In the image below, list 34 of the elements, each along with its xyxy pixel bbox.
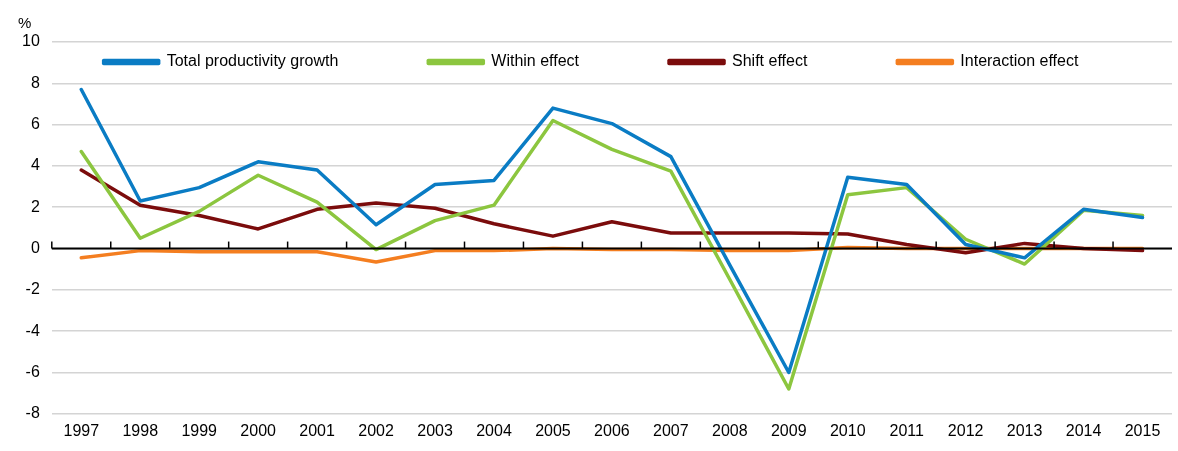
x-tick-label: 2006 (594, 421, 630, 439)
x-tick-label: 1999 (181, 421, 218, 439)
x-tick-label: 2000 (240, 421, 277, 439)
x-tick-label: 2010 (829, 421, 866, 439)
y-tick-label: -8 (25, 404, 40, 422)
x-tick-label: 2013 (1006, 421, 1043, 439)
x-tick-label: 2015 (1124, 421, 1161, 439)
y-tick-label: 10 (22, 32, 40, 50)
y-tick-label: -6 (25, 362, 40, 380)
x-tick-label: 2005 (535, 421, 571, 439)
x-tick-label: 1997 (63, 421, 100, 439)
legend-label: Within effect (491, 52, 580, 70)
legend-label: Total productivity growth (166, 52, 339, 70)
x-tick-label: 2008 (712, 421, 748, 439)
x-tick-label: 2003 (417, 421, 453, 439)
y-tick-label: 6 (30, 115, 40, 133)
y-tick-label: -4 (25, 321, 40, 339)
x-tick-label: 2014 (1065, 421, 1102, 439)
y-axis-title: % (18, 14, 32, 31)
x-tick-label: 2011 (889, 421, 924, 439)
x-tick-label: 1998 (122, 421, 159, 439)
x-tick-label: 2001 (299, 421, 336, 439)
legend-label: Interaction effect (960, 52, 1079, 70)
x-tick-label: 2002 (358, 421, 394, 439)
legend-label: Shift effect (732, 52, 808, 70)
x-tick-label: 2012 (947, 421, 984, 439)
x-tick-label: 2004 (476, 421, 512, 439)
y-tick-label: 2 (30, 197, 40, 215)
y-tick-label: 8 (30, 73, 40, 91)
y-tick-label: 0 (30, 238, 40, 256)
y-tick-label: -2 (25, 280, 40, 298)
x-tick-label: 2009 (770, 421, 807, 439)
y-tick-label: 4 (30, 156, 40, 174)
x-tick-label: 2007 (653, 421, 689, 439)
